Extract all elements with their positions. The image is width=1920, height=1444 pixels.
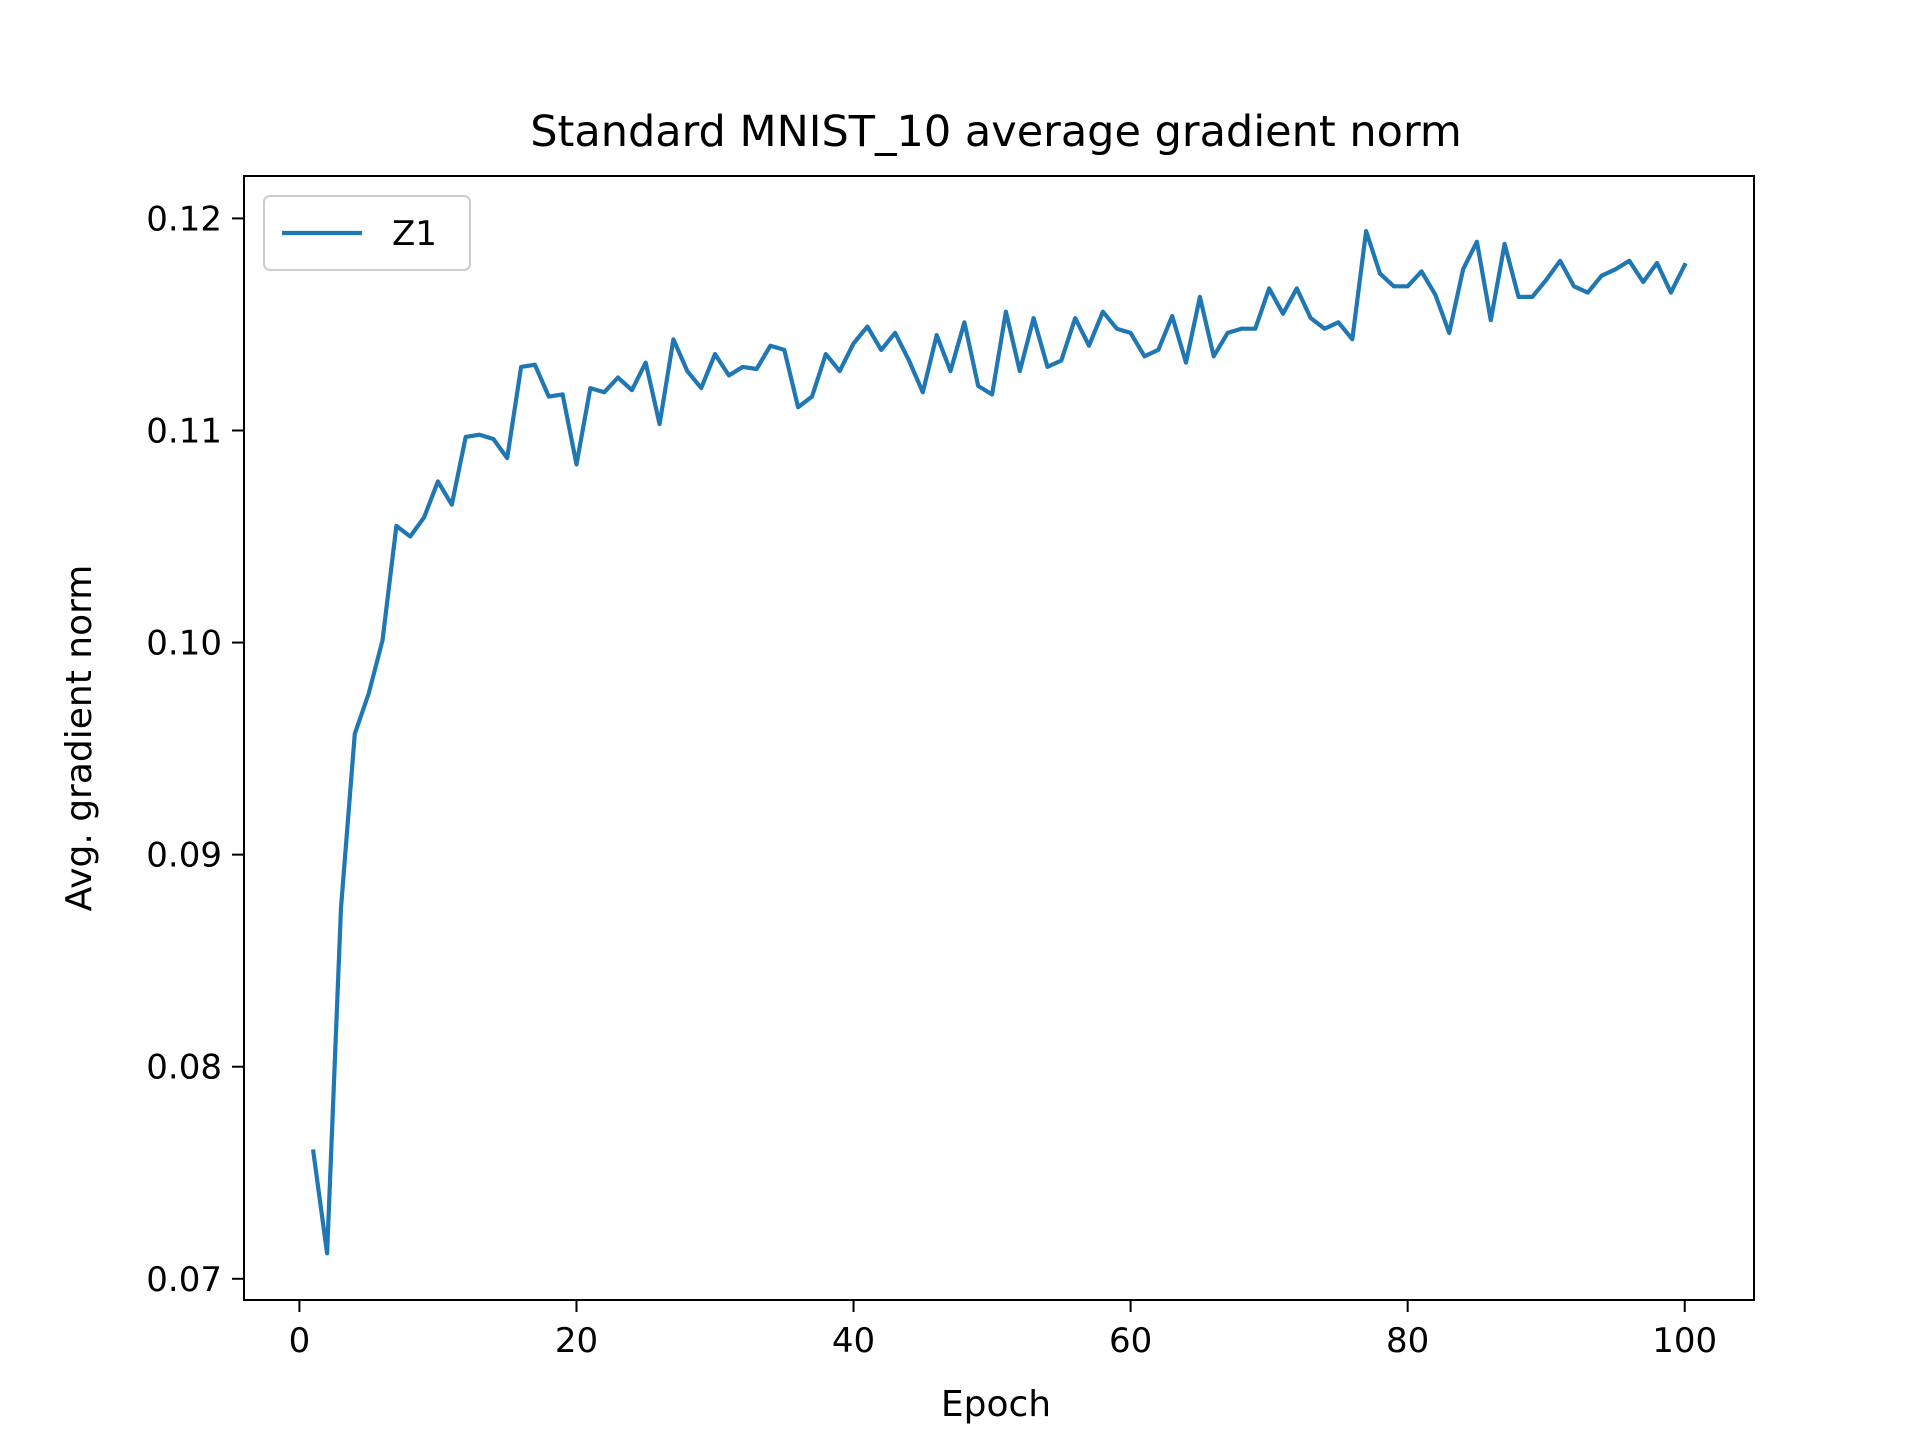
x-tick-label: 0 [289, 1321, 311, 1361]
x-tick-label: 60 [1109, 1321, 1152, 1361]
y-tick-label: 0.10 [146, 624, 222, 664]
x-axis-label: Epoch [941, 1384, 1051, 1425]
x-tick-label: 100 [1652, 1321, 1717, 1361]
chart-title: Standard MNIST_10 average gradient norm [530, 107, 1462, 157]
axes-frame [243, 175, 1755, 1301]
y-tick-label: 0.12 [146, 199, 222, 239]
y-tick-label: 0.07 [146, 1260, 222, 1300]
y-tick-label: 0.08 [146, 1048, 222, 1088]
plot-area: 0 20 40 60 80 100 0.07 0.08 0.09 0.10 0.11 0.12 Z1 [146, 175, 1755, 1361]
legend-box [263, 195, 471, 271]
y-tick-label: 0.09 [146, 836, 222, 876]
legend-label: Z1 [392, 214, 437, 254]
x-tick-label: 80 [1386, 1321, 1429, 1361]
series-line-0 [310, 229, 1688, 1256]
y-axis-label: Avg. gradient norm [59, 565, 100, 912]
y-tick-label: 0.11 [146, 411, 222, 451]
x-tick-label: 20 [555, 1321, 598, 1361]
x-tick-label: 40 [832, 1321, 875, 1361]
